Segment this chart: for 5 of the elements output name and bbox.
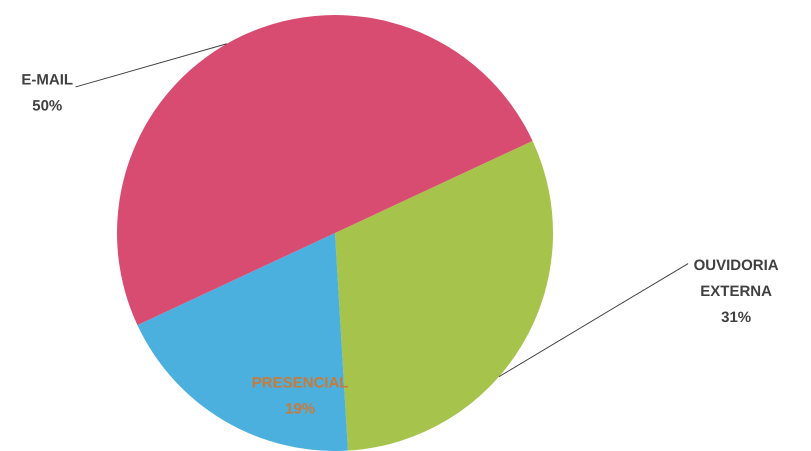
slice-label: OUVIDORIA EXTERNA	[694, 257, 779, 300]
data-label: 19%	[285, 400, 316, 418]
data-label: 50%	[32, 98, 62, 115]
slice-label: E-MAIL	[21, 72, 74, 89]
data-label: 31%	[721, 309, 752, 326]
